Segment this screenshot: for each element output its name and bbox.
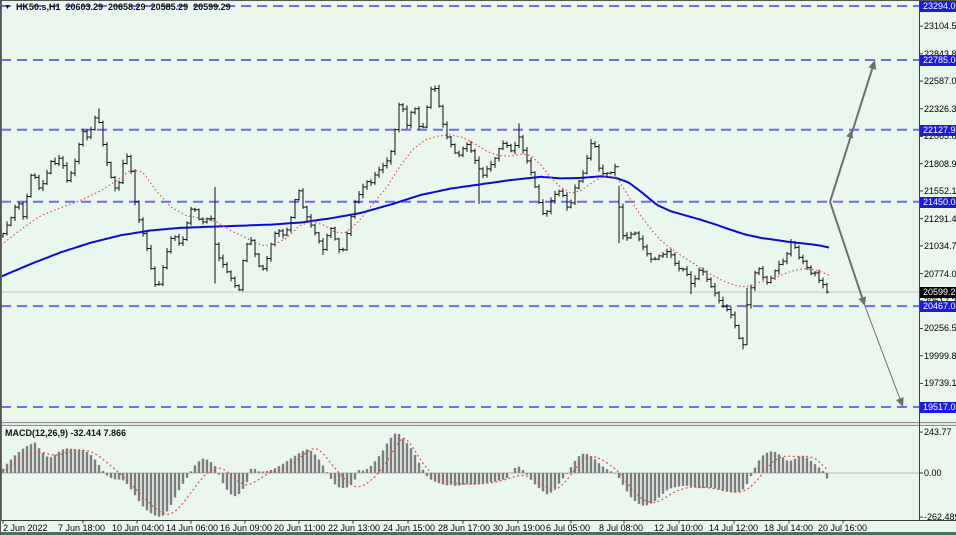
level-price-label: 20467.00 [920,301,956,313]
arrowhead [868,60,877,70]
price-tick-label: 22065.60 [924,131,956,142]
ohlc-open: 20603.29 [65,2,104,12]
trend-arrow-line [829,201,865,303]
arrowhead [846,129,854,139]
price-tick-label: 22326.35 [924,103,956,114]
ma-fast-line [1,134,830,288]
macd-indicator-label: MACD(12,26,9) -32.414 7.866 [5,428,127,438]
arrowhead [858,296,866,307]
ohlc-low: 20585.29 [150,2,189,12]
time-axis-label: 6 Jul 05:00 [546,523,591,533]
level-price-label: 23294.00 [920,1,956,12]
price-tick-label: 21034.70 [924,240,956,251]
macd-zero-label: 0.00 [924,468,942,478]
arrowhead [896,397,904,408]
price-tick-label: 21808.90 [924,158,956,169]
macd-signal-line [2,437,829,516]
price-tick-label: 20774.00 [924,268,956,279]
macd-max-label: 243.77 [924,427,952,438]
time-axis-label: 30 Jun 19:00 [493,523,546,533]
price-tick-label: 21291.45 [924,213,956,224]
level-price-label: 22127.93 [920,124,956,136]
current-price-label: 20599.29 [920,287,956,299]
time-axis-label: 18 Jul 14:00 [764,523,814,533]
level-price-label: 22785.00 [920,55,956,67]
symbol-marker-icon: ▼ [4,3,11,11]
time-axis-label: 7 Jun 18:00 [58,523,106,533]
price-tick-label: 23104.50 [924,21,956,32]
time-axis-label: 8 Jul 08:00 [599,523,644,533]
price-tick-label: 19739.10 [924,378,956,389]
time-axis-label: 24 Jun 15:00 [383,523,436,533]
ohlc-high: 20658.29 [108,2,146,12]
price-tick-label: 20256.55 [924,323,956,334]
price-tick-label: 22587.05 [924,76,956,87]
ohlc-close: 20599.29 [193,2,231,12]
price-tick-label: 20517.25 [924,296,956,306]
time-axis-label: 14 Jun 06:00 [166,523,219,533]
price-tick-label: 21552.15 [924,185,956,196]
time-axis-label: 16 Jun 09:00 [220,523,273,533]
symbol-ohlc-readout: ▼ HK50.s,H1 20603.29 20658.29 20585.29 2… [4,2,231,12]
time-axis-label: 14 Jul 12:00 [709,523,759,533]
level-price-label: 19517.00 [920,402,956,413]
trend-arrow-line [864,305,903,404]
time-axis-label: 28 Jun 17:00 [438,523,491,533]
price-tick-label: 22843.80 [924,48,956,59]
bottom-edge-strip [1,532,956,535]
time-axis-label: 2 Jun 2022 [3,523,48,533]
time-axis-label: 20 Jul 16:00 [818,523,868,533]
time-axis-label: 22 Jun 13:00 [328,523,381,533]
symbol-timeframe: HK50.s,H1 [15,2,61,12]
ma-slow-line [1,175,830,278]
price-tick-label: 19999.80 [924,350,956,361]
time-axis-label: 20 Jun 11:00 [274,523,326,533]
pane-splitter[interactable] [1,422,956,426]
time-axis-label: 12 Jul 10:00 [654,523,704,533]
time-axis-label: 10 Jun 04:00 [112,523,165,533]
level-price-label: 21450.00 [920,196,956,208]
macd-min-label: -262.489 [924,512,956,523]
